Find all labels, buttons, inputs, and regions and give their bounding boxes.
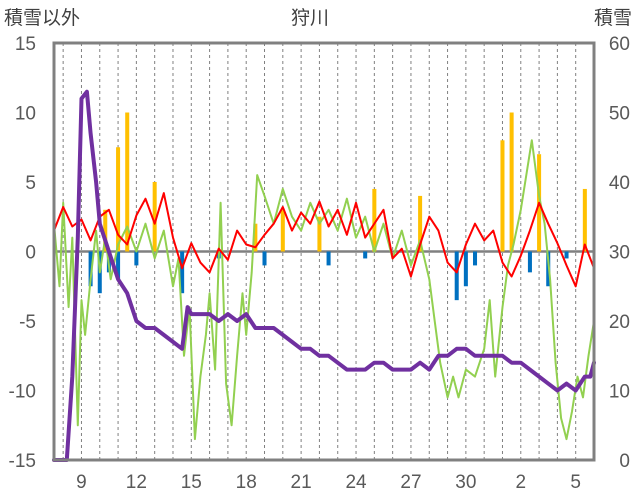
right-axis-label: 積雪 (594, 7, 632, 29)
left-tick-label: 0 (25, 243, 36, 264)
negative-bar (116, 251, 121, 280)
x-tick-label: 24 (345, 472, 367, 493)
plot-frame (52, 41, 596, 462)
negative-bar (134, 251, 139, 266)
negative-bar (180, 251, 185, 294)
negative-bar (88, 251, 93, 287)
right-tick-label: 30 (609, 243, 630, 264)
negative-bar (363, 251, 368, 259)
left-tick-label: -10 (9, 382, 36, 403)
snow-depth-line (52, 89, 596, 462)
right-tick-label: 50 (609, 104, 630, 125)
left-tick-label: 10 (15, 104, 36, 125)
positive-bar (116, 147, 121, 252)
negative-bar (527, 251, 532, 273)
positive-bar (418, 195, 423, 252)
positive-bar (582, 188, 587, 252)
positive-bar (152, 182, 157, 252)
positive-bar (103, 209, 108, 252)
x-tick-label: 18 (236, 472, 257, 493)
left-tick-label: 15 (15, 34, 36, 55)
red-series-line (53, 192, 595, 288)
x-tick-label: 21 (291, 472, 312, 493)
positive-bar (500, 140, 505, 252)
right-tick-label: 60 (609, 34, 630, 55)
left-axis-label: 積雪以外 (4, 7, 80, 29)
left-tick-label: 5 (25, 173, 36, 194)
positive-bar (125, 112, 130, 252)
negative-bar (564, 251, 569, 259)
right-tick-label: 10 (609, 382, 630, 403)
negative-bar (473, 251, 478, 266)
x-tick-label: 2 (515, 472, 526, 493)
left-tick-label: -5 (19, 312, 36, 333)
right-tick-label: 40 (609, 173, 630, 194)
chart-title: 狩川 (291, 7, 329, 29)
right-tick-label: 20 (609, 312, 630, 333)
x-tick-label: 12 (126, 472, 147, 493)
right-tick-label: 0 (619, 451, 630, 472)
negative-bar (262, 251, 267, 266)
x-tick-label: 15 (181, 472, 202, 493)
x-tick-label: 9 (76, 472, 87, 493)
series-lines (52, 89, 596, 462)
positive-bar (509, 112, 514, 252)
negative-bar (454, 251, 459, 301)
x-tick-label: 30 (455, 472, 476, 493)
positive-bar (317, 216, 322, 252)
x-tick-label: 5 (570, 472, 581, 493)
positive-bar (372, 188, 377, 252)
positive-bar (280, 209, 285, 252)
negative-bar (326, 251, 331, 266)
left-tick-label: -15 (9, 451, 36, 472)
negative-bar (463, 251, 468, 287)
x-tick-label: 27 (400, 472, 421, 493)
positive-bar (253, 223, 258, 252)
